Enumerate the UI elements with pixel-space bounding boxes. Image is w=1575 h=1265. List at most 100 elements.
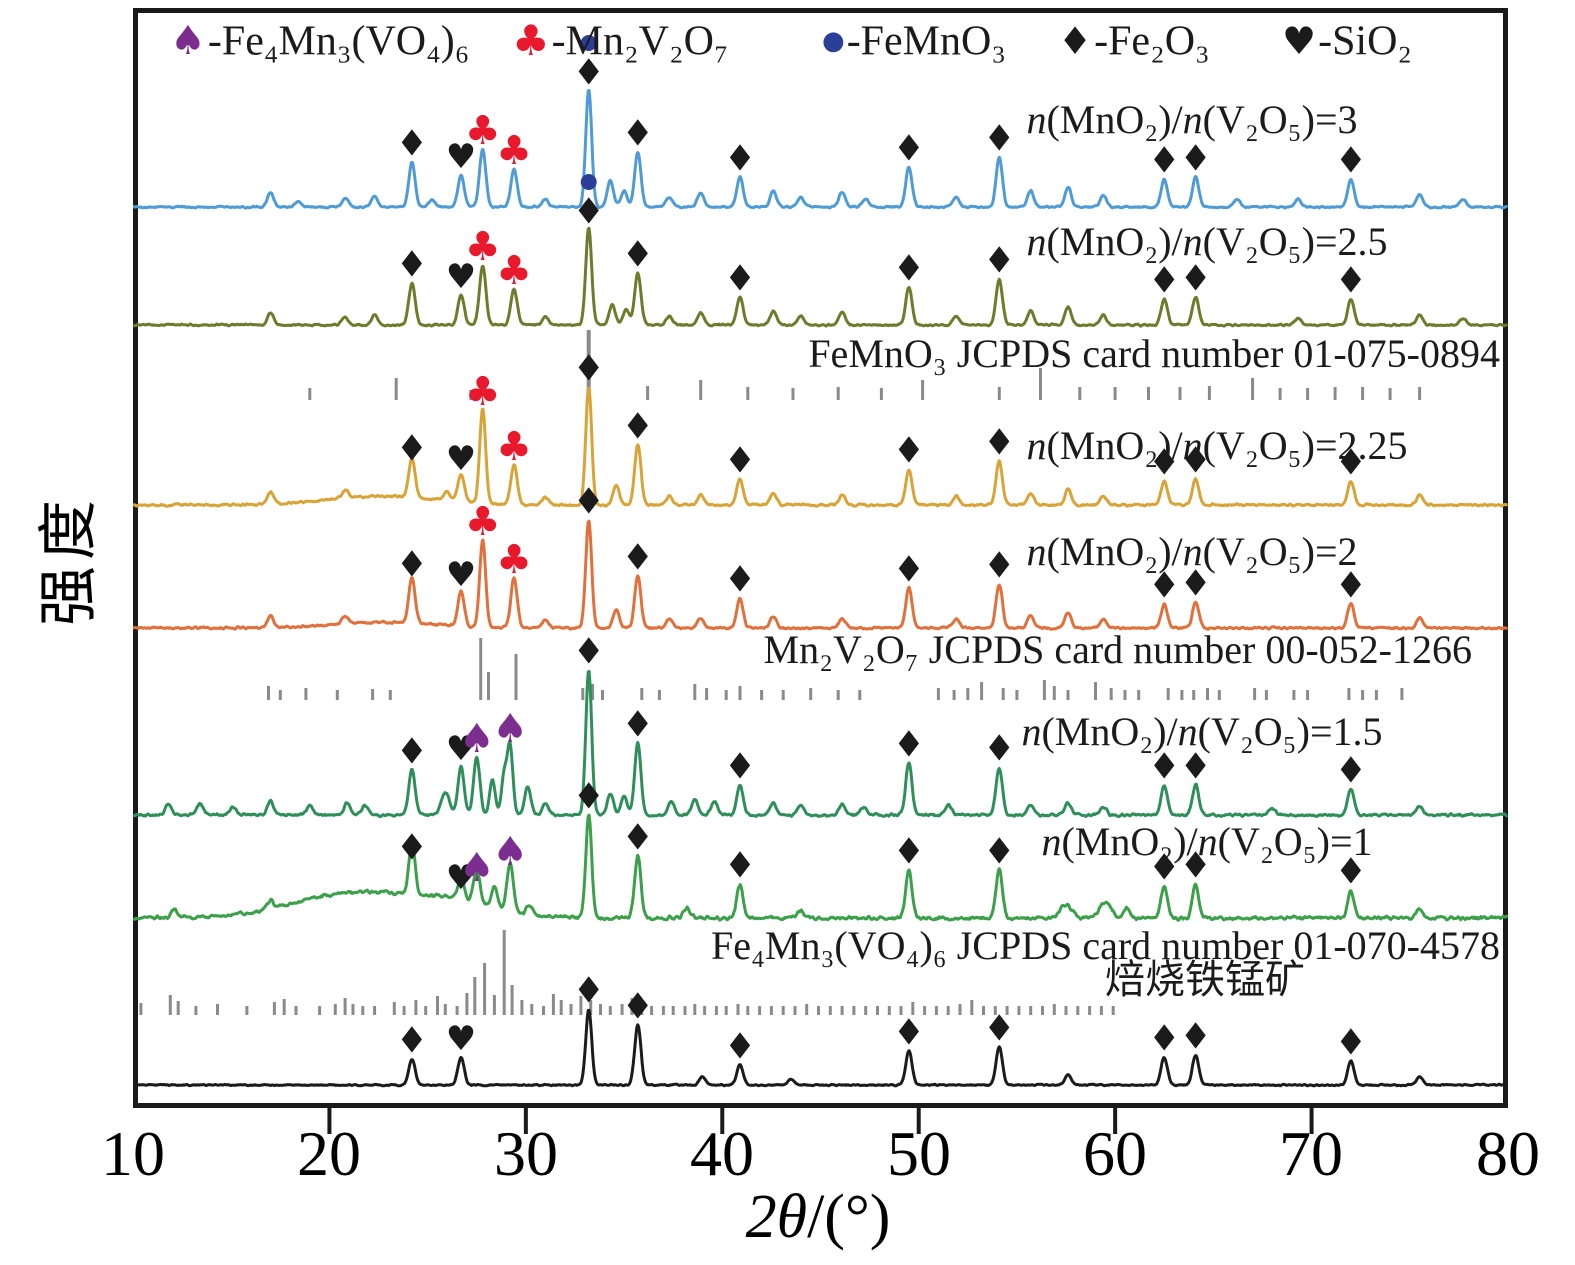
peak-marker-s: ♠ (459, 845, 495, 891)
legend-item-fe2o3: ♦-Fe₂O₃ (1058, 12, 1210, 67)
peak-marker-d: ♦ (1180, 1017, 1212, 1058)
plot-frame (133, 8, 1508, 1108)
peak-marker-d: ♦ (1180, 846, 1212, 887)
peak-marker-d: ♦ (893, 431, 925, 472)
legend-item-sio2: ♥-SiO₂ (1282, 12, 1412, 67)
peak-marker-c: ♣ (496, 128, 532, 174)
peak-marker-circle (580, 35, 597, 51)
legend-item-femno3: ●-FeMnO₃ (822, 12, 1006, 67)
trace-label-ratio-2-5: n(MnO₂)/n(V₂O₅)=2.5 (1026, 219, 1388, 264)
peak-marker-v: ♥ (446, 555, 476, 595)
peak-marker-d: ♦ (1148, 261, 1180, 302)
peak-marker-d: ♦ (396, 828, 428, 869)
x-axis-title: 2θ/(°) (746, 1182, 891, 1253)
peak-marker-d: ♦ (573, 971, 605, 1012)
peak-marker-d: ♦ (622, 235, 654, 276)
trace-ratio-1-5 (133, 669, 1508, 819)
peak-marker-d: ♦ (983, 1009, 1015, 1050)
peak-marker-c: ♣ (496, 537, 532, 583)
x-tick-label: 10 (101, 1118, 165, 1189)
peak-marker-d: ♦ (724, 139, 756, 180)
peak-marker-d: ♦ (396, 429, 428, 470)
heart-icon: ♥ (1282, 19, 1317, 64)
peak-marker-d: ♦ (724, 560, 756, 601)
peak-marker-d: ♦ (1335, 141, 1367, 182)
peak-marker-d: ♦ (893, 725, 925, 766)
x-tick-label: 30 (494, 1118, 558, 1189)
peak-marker-d: ♦ (1148, 141, 1180, 182)
peak-marker-d: ♦ (983, 119, 1015, 160)
peak-marker-d: ♦ (622, 538, 654, 579)
peak-marker-v: ♥ (446, 257, 476, 297)
peak-marker-d: ♦ (573, 192, 605, 233)
peak-marker-d: ♦ (1335, 751, 1367, 792)
peak-marker-v: ♥ (446, 1019, 476, 1059)
ref-label-mn2v2o7: Mn₂V₂O₇ JCPDS card number 00-052-1266 (763, 627, 1472, 672)
legend-item-mn2v2o7: ♣-Mn₂V₂O₇ (512, 12, 729, 67)
peak-marker-d: ♦ (1180, 564, 1212, 605)
peak-marker-d: ♦ (1180, 139, 1212, 180)
peak-marker-d: ♦ (893, 832, 925, 873)
peak-marker-d: ♦ (622, 818, 654, 859)
peak-marker-d: ♦ (396, 245, 428, 286)
peak-marker-d: ♦ (622, 987, 654, 1028)
legend-item-fe4mn3vo46: ♠-Fe₄Mn₃(VO₄)₆ (170, 12, 469, 67)
peak-marker-d: ♦ (983, 832, 1015, 873)
peak-marker-d: ♦ (983, 546, 1015, 587)
legend-label: -SiO₂ (1318, 18, 1413, 65)
peak-marker-d: ♦ (893, 129, 925, 170)
ref-label-femno3: FeMnO₃ JCPDS card number 01-075-0894 (808, 331, 1500, 376)
peak-marker-c: ♣ (465, 224, 501, 270)
peak-marker-s: ♠ (492, 706, 528, 752)
club-icon: ♣ (512, 16, 550, 66)
peak-marker-d: ♦ (983, 423, 1015, 464)
peak-marker-d: ♦ (983, 729, 1015, 770)
peak-marker-s: ♠ (492, 829, 528, 875)
peak-marker-v: ♥ (446, 858, 476, 898)
trace-label-ratio-2-25: n(MnO₂)/n(V₂O₅)=2.25 (1026, 423, 1408, 468)
peak-marker-d: ♦ (893, 550, 925, 591)
peak-marker-c: ♣ (496, 248, 532, 294)
legend-label: -FeMnO₃ (846, 18, 1006, 65)
peak-marker-d: ♦ (573, 632, 605, 673)
peak-marker-d: ♦ (1180, 441, 1212, 482)
peak-marker-d: ♦ (1335, 566, 1367, 607)
peak-marker-d: ♦ (622, 407, 654, 448)
trace-label-roasted-ore: 焙烧铁锰矿 (1105, 957, 1305, 1002)
legend-label: -Fe₄Mn₃(VO₄)₆ (207, 18, 470, 65)
x-tick-label: 70 (1279, 1118, 1343, 1189)
peak-marker-v: ♥ (446, 439, 476, 479)
peak-marker-d: ♦ (893, 249, 925, 290)
peak-marker-d: ♦ (622, 114, 654, 155)
plot-area: ♦ ♥♣♣♦♦♦ ♦ ♦♦ ♦ ♦♦ ♥♣♣♦♦♦ ♦ ♦ ♦ ♦ ♦♦ ♥♣♣♦♦♦ ♦ ♦ ♦ ♦ ♦♦ ♥♣♣… (133, 8, 1508, 1134)
peak-marker-d: ♦ (1148, 443, 1180, 484)
peak-marker-s: ♠ (459, 716, 495, 762)
peak-marker-c: ♣ (496, 424, 532, 470)
peak-marker-d: ♦ (1148, 566, 1180, 607)
peak-marker-d: ♦ (396, 732, 428, 773)
peak-marker-d: ♦ (724, 747, 756, 788)
peak-marker-d: ♦ (724, 259, 756, 300)
peak-marker-d: ♦ (622, 705, 654, 746)
legend-label: -Mn₂V₂O₇ (551, 18, 729, 65)
trace-label-ratio-2: n(MnO₂)/n(V₂O₅)=2 (1026, 529, 1358, 574)
x-tick-label: 20 (297, 1118, 361, 1189)
peak-marker-d: ♦ (983, 241, 1015, 282)
peak-marker-d: ♦ (573, 777, 605, 818)
x-tick-label: 40 (690, 1118, 754, 1189)
peak-marker-d: ♦ (1335, 443, 1367, 484)
trace-ratio-2-5 (133, 226, 1508, 328)
ref-label-fe4mn3vo4: Fe₄Mn₃(VO₄)₆ JCPDS card number 01-070-45… (710, 923, 1500, 968)
peak-marker-c: ♣ (465, 108, 501, 154)
legend-label: -Fe₂O₃ (1094, 18, 1210, 65)
peak-marker-v: ♥ (446, 729, 476, 769)
peak-marker-d: ♦ (724, 1027, 756, 1068)
peak-marker-d: ♦ (396, 545, 428, 586)
peak-marker-d: ♦ (573, 482, 605, 523)
circle-icon: ● (822, 26, 845, 57)
trace-ratio-3 (133, 89, 1508, 210)
y-axis-title: 强度 (36, 494, 102, 626)
peak-marker-d: ♦ (1148, 1019, 1180, 1060)
peak-marker-d: ♦ (573, 349, 605, 390)
